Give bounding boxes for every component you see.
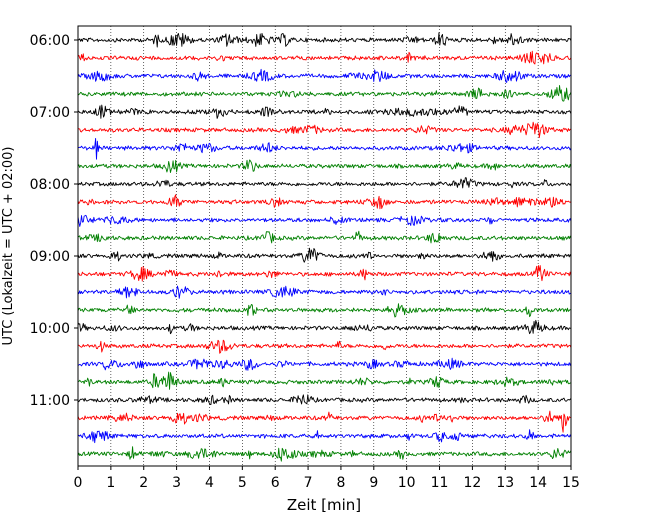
x-tick-label: 13 xyxy=(496,475,514,491)
trace-line xyxy=(77,85,572,102)
x-axis-ticks: 0 1 2 3 4 5 6 7 8 9 10 11 12 13 14 15 xyxy=(74,466,580,491)
x-tick-label: 15 xyxy=(562,475,580,491)
trace-line xyxy=(77,394,572,405)
trace-line xyxy=(77,371,572,390)
trace-line xyxy=(77,247,572,263)
trace-line xyxy=(77,137,572,160)
trace-line xyxy=(77,339,572,354)
y-tick-label: 07:00 xyxy=(30,105,70,121)
trace-line xyxy=(77,319,572,335)
y-tick-label: 08:00 xyxy=(30,177,70,193)
x-tick-label: 3 xyxy=(172,475,181,491)
trace-line xyxy=(77,68,572,83)
y-tick-label: 06:00 xyxy=(30,33,70,49)
trace-line xyxy=(77,230,572,244)
trace-line xyxy=(77,214,572,227)
y-axis-label: UTC (Lokalzeit = UTC + 02:00) xyxy=(1,147,16,346)
trace-line xyxy=(77,50,572,65)
y-axis-ticks: 06:00 07:00 08:00 09:00 10:00 11:00 xyxy=(30,33,78,409)
x-axis-label: Zeit [min] xyxy=(287,496,361,514)
y-tick-label: 11:00 xyxy=(30,393,70,409)
trace-line xyxy=(77,303,572,318)
trace-line xyxy=(77,194,572,210)
trace-line xyxy=(77,410,572,433)
trace-line xyxy=(77,32,572,48)
trace-line xyxy=(77,357,572,371)
trace-line xyxy=(77,159,572,173)
trace-line xyxy=(77,429,572,444)
trace-line xyxy=(77,285,572,299)
x-tick-label: 5 xyxy=(238,475,247,491)
x-tick-label: 1 xyxy=(106,475,115,491)
trace-line xyxy=(77,121,572,139)
trace-line xyxy=(77,177,572,189)
x-tick-label: 6 xyxy=(271,475,280,491)
x-tick-label: 14 xyxy=(529,475,547,491)
plot-frame xyxy=(77,25,572,467)
grid-lines xyxy=(110,26,539,466)
trace-line xyxy=(77,446,572,462)
x-tick-label: 12 xyxy=(463,475,481,491)
trace-line xyxy=(77,104,572,119)
x-tick-label: 7 xyxy=(304,475,313,491)
trace-line xyxy=(77,265,572,282)
x-tick-label: 8 xyxy=(336,475,345,491)
seismogram-traces xyxy=(77,32,572,462)
x-tick-label: 10 xyxy=(398,475,416,491)
y-tick-label: 10:00 xyxy=(30,321,70,337)
x-tick-label: 0 xyxy=(74,475,83,491)
x-tick-label: 4 xyxy=(205,475,214,491)
x-tick-label: 11 xyxy=(431,475,449,491)
y-tick-label: 09:00 xyxy=(30,249,70,265)
x-tick-label: 9 xyxy=(369,475,378,491)
x-tick-label: 2 xyxy=(139,475,148,491)
